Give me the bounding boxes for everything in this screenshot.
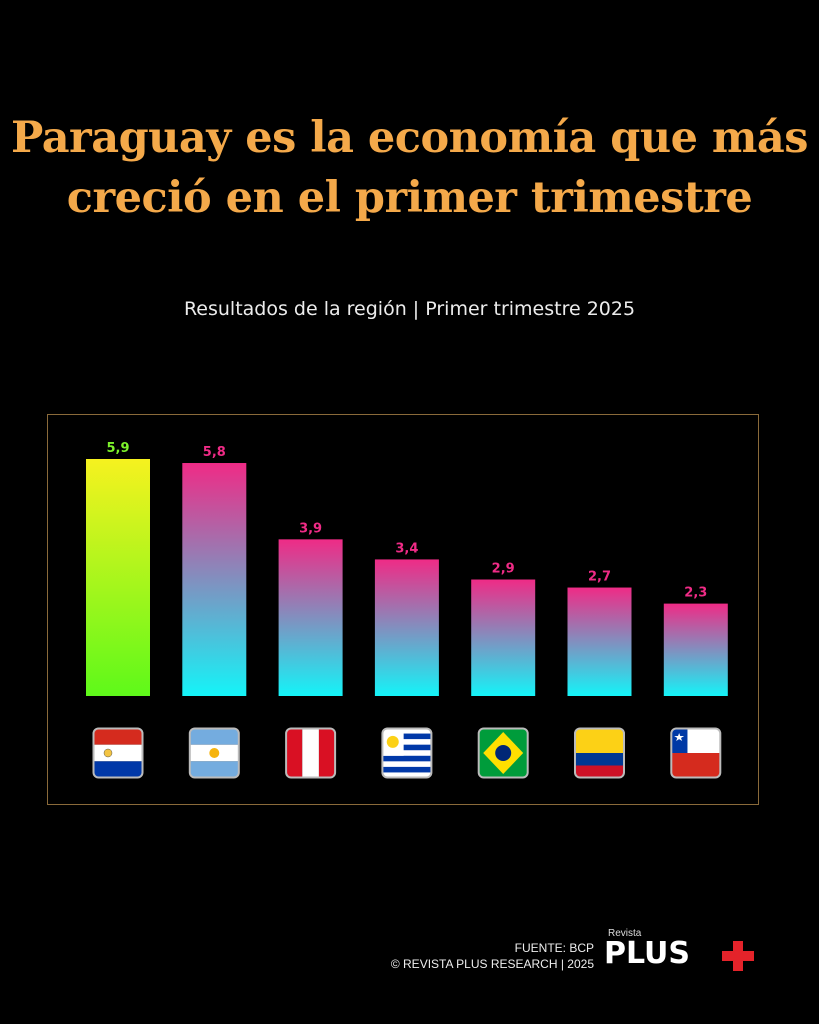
flag-uruguay-icon: [381, 727, 433, 779]
bar-brasil: [471, 579, 536, 696]
data-label-brasil: 2,9: [492, 562, 515, 577]
bar-paraguay: [86, 459, 150, 696]
flag-colombia-icon: [574, 727, 625, 779]
bar-argentina: [182, 463, 247, 696]
plus-icon: [722, 941, 754, 971]
flag-argentina-icon: [188, 727, 240, 779]
chart-title: Paraguay es la economía que más creció e…: [0, 108, 819, 228]
flag-chile-icon: [670, 727, 722, 779]
flag-brazil-icon: [477, 727, 529, 779]
flag-paraguay-icon: [92, 727, 144, 779]
bar-perú: [278, 539, 343, 696]
data-label-perú: 3,9: [299, 521, 322, 536]
data-label-uruguay: 3,4: [395, 541, 418, 556]
title-line-2: creció en el primer trimestre: [66, 173, 753, 223]
data-label-paraguay: 5,9: [106, 441, 129, 456]
bar-chile: [663, 603, 728, 696]
title-line-1: Paraguay es la economía que más: [11, 113, 808, 163]
brand-logo: Revista PLUS: [604, 928, 764, 978]
source-text: FUENTE: BCP: [514, 941, 594, 955]
chart-subtitle: Resultados de la región | Primer trimest…: [183, 298, 636, 320]
footer-credits: FUENTE: BCP © REVISTA PLUS RESEARCH | 20…: [391, 940, 594, 972]
bar-uruguay: [374, 559, 439, 696]
bar-chart: 5,9 5,8 3,9 3,4 2,9 2,7 2,3: [86, 441, 728, 779]
bar-colombia: [567, 587, 632, 696]
brand-small-text: Revista: [608, 928, 642, 939]
data-label-chile: 2,3: [684, 586, 707, 601]
copyright-text: © REVISTA PLUS RESEARCH | 2025: [390, 957, 594, 971]
chart-frame: 5,9 5,8 3,9 3,4 2,9 2,7 2,3: [47, 414, 759, 805]
flag-peru-icon: [285, 727, 337, 779]
brand-big-text: PLUS: [604, 936, 691, 971]
data-label-colombia: 2,7: [588, 570, 611, 585]
data-label-argentina: 5,8: [203, 445, 226, 460]
